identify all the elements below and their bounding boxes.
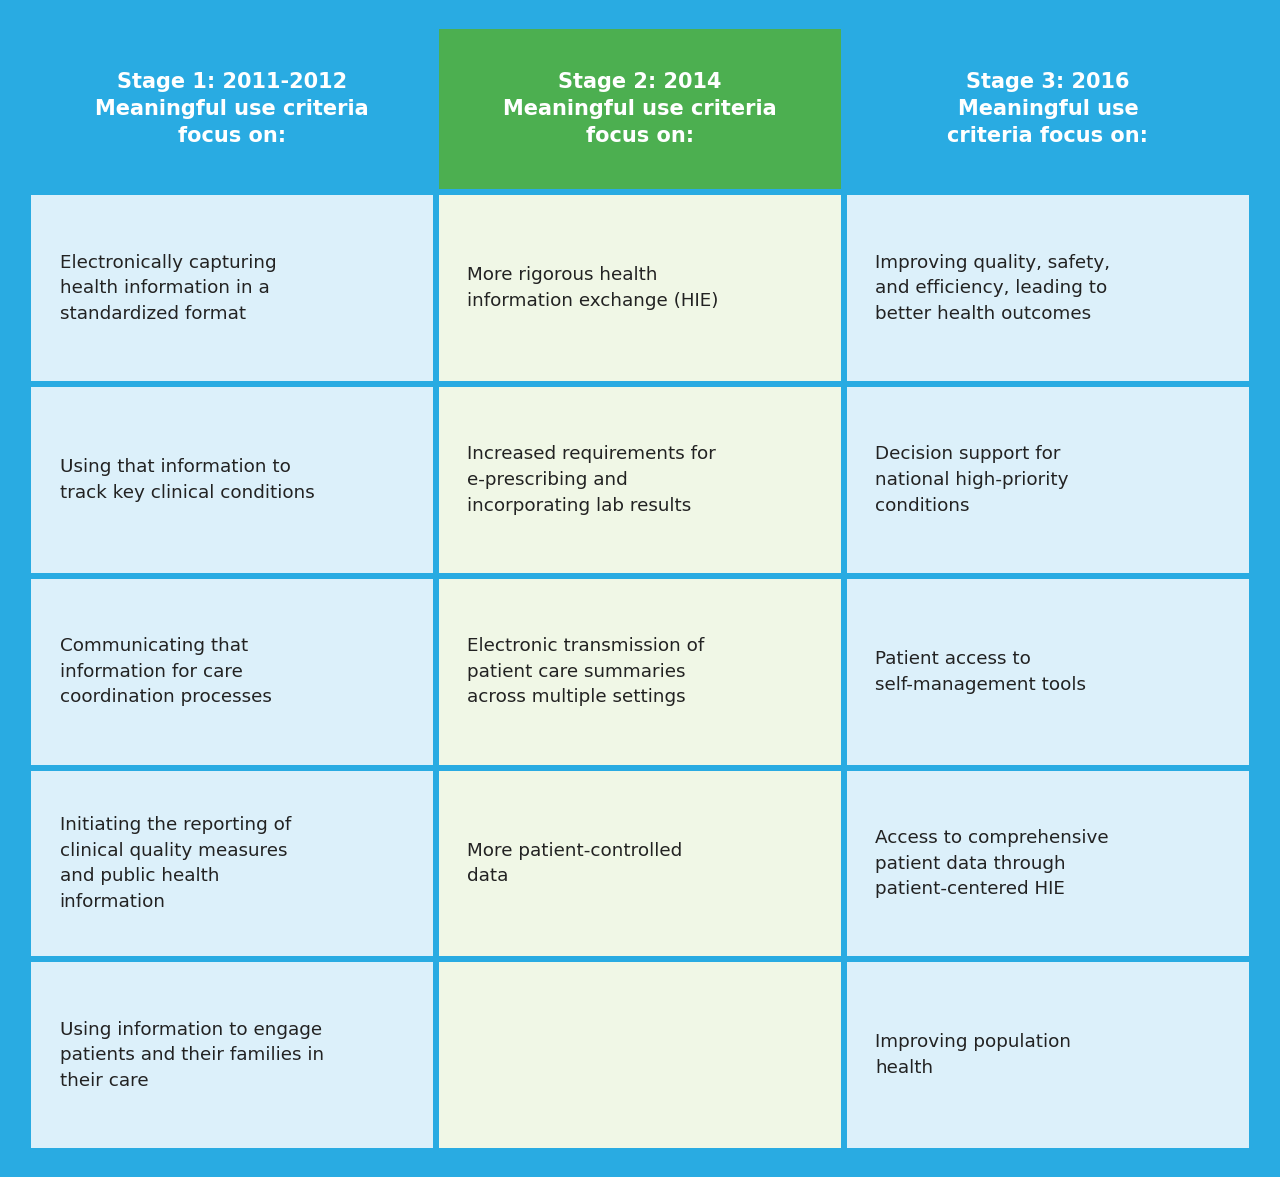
FancyBboxPatch shape xyxy=(439,29,841,189)
FancyBboxPatch shape xyxy=(847,579,1248,765)
Text: Stage 2: 2014
Meaningful use criteria
focus on:: Stage 2: 2014 Meaningful use criteria fo… xyxy=(503,72,777,146)
FancyBboxPatch shape xyxy=(847,29,1248,189)
FancyBboxPatch shape xyxy=(439,195,841,381)
FancyBboxPatch shape xyxy=(31,963,433,1149)
FancyBboxPatch shape xyxy=(847,195,1248,381)
Text: More rigorous health
information exchange (HIE): More rigorous health information exchang… xyxy=(467,266,719,311)
FancyBboxPatch shape xyxy=(439,963,841,1149)
FancyBboxPatch shape xyxy=(31,579,433,765)
Text: Increased requirements for
e-prescribing and
incorporating lab results: Increased requirements for e-prescribing… xyxy=(467,445,717,514)
Text: Stage 3: 2016
Meaningful use
criteria focus on:: Stage 3: 2016 Meaningful use criteria fo… xyxy=(947,72,1148,146)
FancyBboxPatch shape xyxy=(31,387,433,573)
FancyBboxPatch shape xyxy=(31,771,433,957)
Text: Using that information to
track key clinical conditions: Using that information to track key clin… xyxy=(59,458,315,501)
FancyBboxPatch shape xyxy=(847,771,1248,957)
Text: Electronic transmission of
patient care summaries
across multiple settings: Electronic transmission of patient care … xyxy=(467,637,705,706)
FancyBboxPatch shape xyxy=(31,29,433,189)
FancyBboxPatch shape xyxy=(439,771,841,957)
FancyBboxPatch shape xyxy=(31,195,433,381)
Text: Communicating that
information for care
coordination processes: Communicating that information for care … xyxy=(59,637,271,706)
Text: Using information to engage
patients and their families in
their care: Using information to engage patients and… xyxy=(59,1020,324,1090)
Text: Access to comprehensive
patient data through
patient-centered HIE: Access to comprehensive patient data thr… xyxy=(876,829,1108,898)
FancyBboxPatch shape xyxy=(847,387,1248,573)
Text: More patient-controlled
data: More patient-controlled data xyxy=(467,842,682,885)
Text: Decision support for
national high-priority
conditions: Decision support for national high-prior… xyxy=(876,445,1069,514)
FancyBboxPatch shape xyxy=(847,963,1248,1149)
Text: Stage 1: 2011-2012
Meaningful use criteria
focus on:: Stage 1: 2011-2012 Meaningful use criter… xyxy=(95,72,369,146)
Text: Improving population
health: Improving population health xyxy=(876,1033,1071,1077)
Text: Improving quality, safety,
and efficiency, leading to
better health outcomes: Improving quality, safety, and efficienc… xyxy=(876,253,1110,322)
FancyBboxPatch shape xyxy=(439,579,841,765)
FancyBboxPatch shape xyxy=(439,387,841,573)
Text: Patient access to
self-management tools: Patient access to self-management tools xyxy=(876,650,1087,693)
Text: Initiating the reporting of
clinical quality measures
and public health
informat: Initiating the reporting of clinical qua… xyxy=(59,816,291,911)
Text: Electronically capturing
health information in a
standardized format: Electronically capturing health informat… xyxy=(59,253,276,322)
